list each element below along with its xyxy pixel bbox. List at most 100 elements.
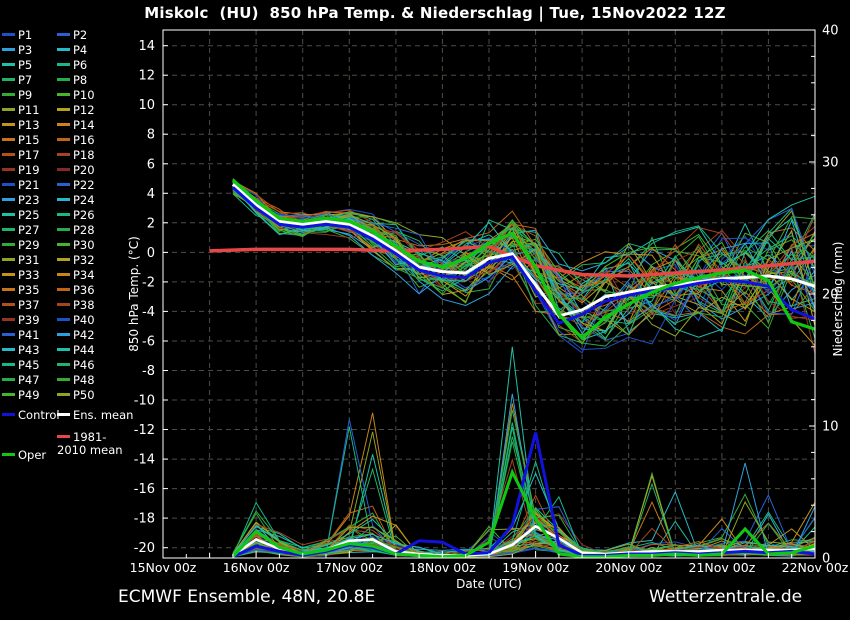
legend-label: Control [18,408,60,422]
legend-item-p16: P16 [57,134,95,147]
svg-text:14: 14 [138,39,155,54]
legend-swatch [2,198,15,201]
svg-text:22Nov 00z: 22Nov 00z [782,560,849,575]
legend-swatch [2,108,15,111]
legend-label: P38 [73,298,95,312]
axes: 14121086420-2-4-6-8-10-12-14-16-18-20010… [130,24,849,576]
legend-item-p29: P29 [2,239,40,252]
svg-text:0: 0 [147,246,155,261]
legend-swatch [57,243,70,246]
legend-label: P39 [18,313,40,327]
legend-swatch [2,138,15,141]
legend-item-p8: P8 [57,74,87,87]
legend-swatch [2,153,15,156]
svg-text:-12: -12 [134,423,155,438]
legend-item-p36: P36 [57,284,95,297]
svg-text:-10: -10 [134,394,155,409]
legend-item-p22: P22 [57,179,95,192]
legend-item-oper: Oper [2,449,46,462]
legend-item-p40: P40 [57,314,95,327]
legend-swatch [2,413,15,416]
legend-swatch [2,333,15,336]
legend-label: P21 [18,178,40,192]
svg-text:0: 0 [822,552,830,567]
legend-label: P32 [73,253,95,267]
legend-item-p27: P27 [2,224,40,237]
footer-site-name: Wetterzentrale.de [649,587,803,607]
legend-item-p10: P10 [57,89,95,102]
svg-text:21Nov 00z: 21Nov 00z [689,560,756,575]
legend-swatch [57,288,70,291]
legend-item-p42: P42 [57,329,95,342]
svg-text:4: 4 [147,187,155,202]
legend-label: P41 [18,328,40,342]
legend-label: P50 [73,388,95,402]
legend-swatch [57,108,70,111]
svg-text:-20: -20 [134,541,155,556]
legend-item-p11: P11 [2,104,40,117]
legend-item-control: Control [2,409,60,422]
legend-label: P46 [73,358,95,372]
legend-item-p24: P24 [57,194,95,207]
legend-swatch [2,123,15,126]
legend-item-p17: P17 [2,149,40,162]
legend-label: P25 [18,208,40,222]
legend-label: P40 [73,313,95,327]
legend-item-p13: P13 [2,119,40,132]
svg-text:18Nov 00z: 18Nov 00z [409,560,476,575]
legend-item-p33: P33 [2,269,40,282]
legend-label: P47 [18,373,40,387]
legend-item-ens-mean: Ens. mean [57,409,133,422]
legend-label: P29 [18,238,40,252]
legend-label: P9 [18,88,33,102]
legend-label: P11 [18,103,40,117]
legend-swatch [57,258,70,261]
legend-swatch [57,413,70,416]
legend-label: P36 [73,283,95,297]
legend-label: P12 [73,103,95,117]
legend-swatch [2,453,15,456]
legend-label: P13 [18,118,40,132]
legend-label: P4 [73,43,88,57]
legend-label: P27 [18,223,40,237]
legend-item-p18: P18 [57,149,95,162]
legend-item-p31: P31 [2,254,40,267]
legend-item-p39: P39 [2,314,40,327]
legend-label: P20 [73,163,95,177]
legend-item-p23: P23 [2,194,40,207]
svg-text:-16: -16 [134,482,155,497]
legend-label: P1 [18,28,33,42]
legend-swatch [2,273,15,276]
legend-item-p50: P50 [57,389,95,402]
legend-item-p6: P6 [57,59,87,72]
legend-swatch [2,93,15,96]
legend-item-p41: P41 [2,329,40,342]
legend-item-p2: P2 [57,29,87,42]
legend-item-p49: P49 [2,389,40,402]
legend-label: P7 [18,73,33,87]
legend-swatch [2,258,15,261]
legend-label: P48 [73,373,95,387]
legend-item-p20: P20 [57,164,95,177]
legend-swatch [57,153,70,156]
y-axis-label-temperature: 850 hPa Temp. (°C) [127,236,141,352]
legend-label: P10 [73,88,95,102]
svg-text:10: 10 [138,98,155,113]
legend-item-p30: P30 [57,239,95,252]
legend-label: P19 [18,163,40,177]
legend-label: P31 [18,253,40,267]
legend-label: P26 [73,208,95,222]
legend-swatch [2,243,15,246]
legend-label: P6 [73,58,88,72]
legend-label: P14 [73,118,95,132]
legend-swatch [2,363,15,366]
legend-swatch [2,393,15,396]
svg-text:-8: -8 [142,364,155,379]
legend-swatch [57,183,70,186]
legend-item-p9: P9 [2,89,32,102]
legend-label: P3 [18,43,33,57]
legend-swatch [2,63,15,66]
legend-item-p48: P48 [57,374,95,387]
svg-text:12: 12 [138,69,155,84]
